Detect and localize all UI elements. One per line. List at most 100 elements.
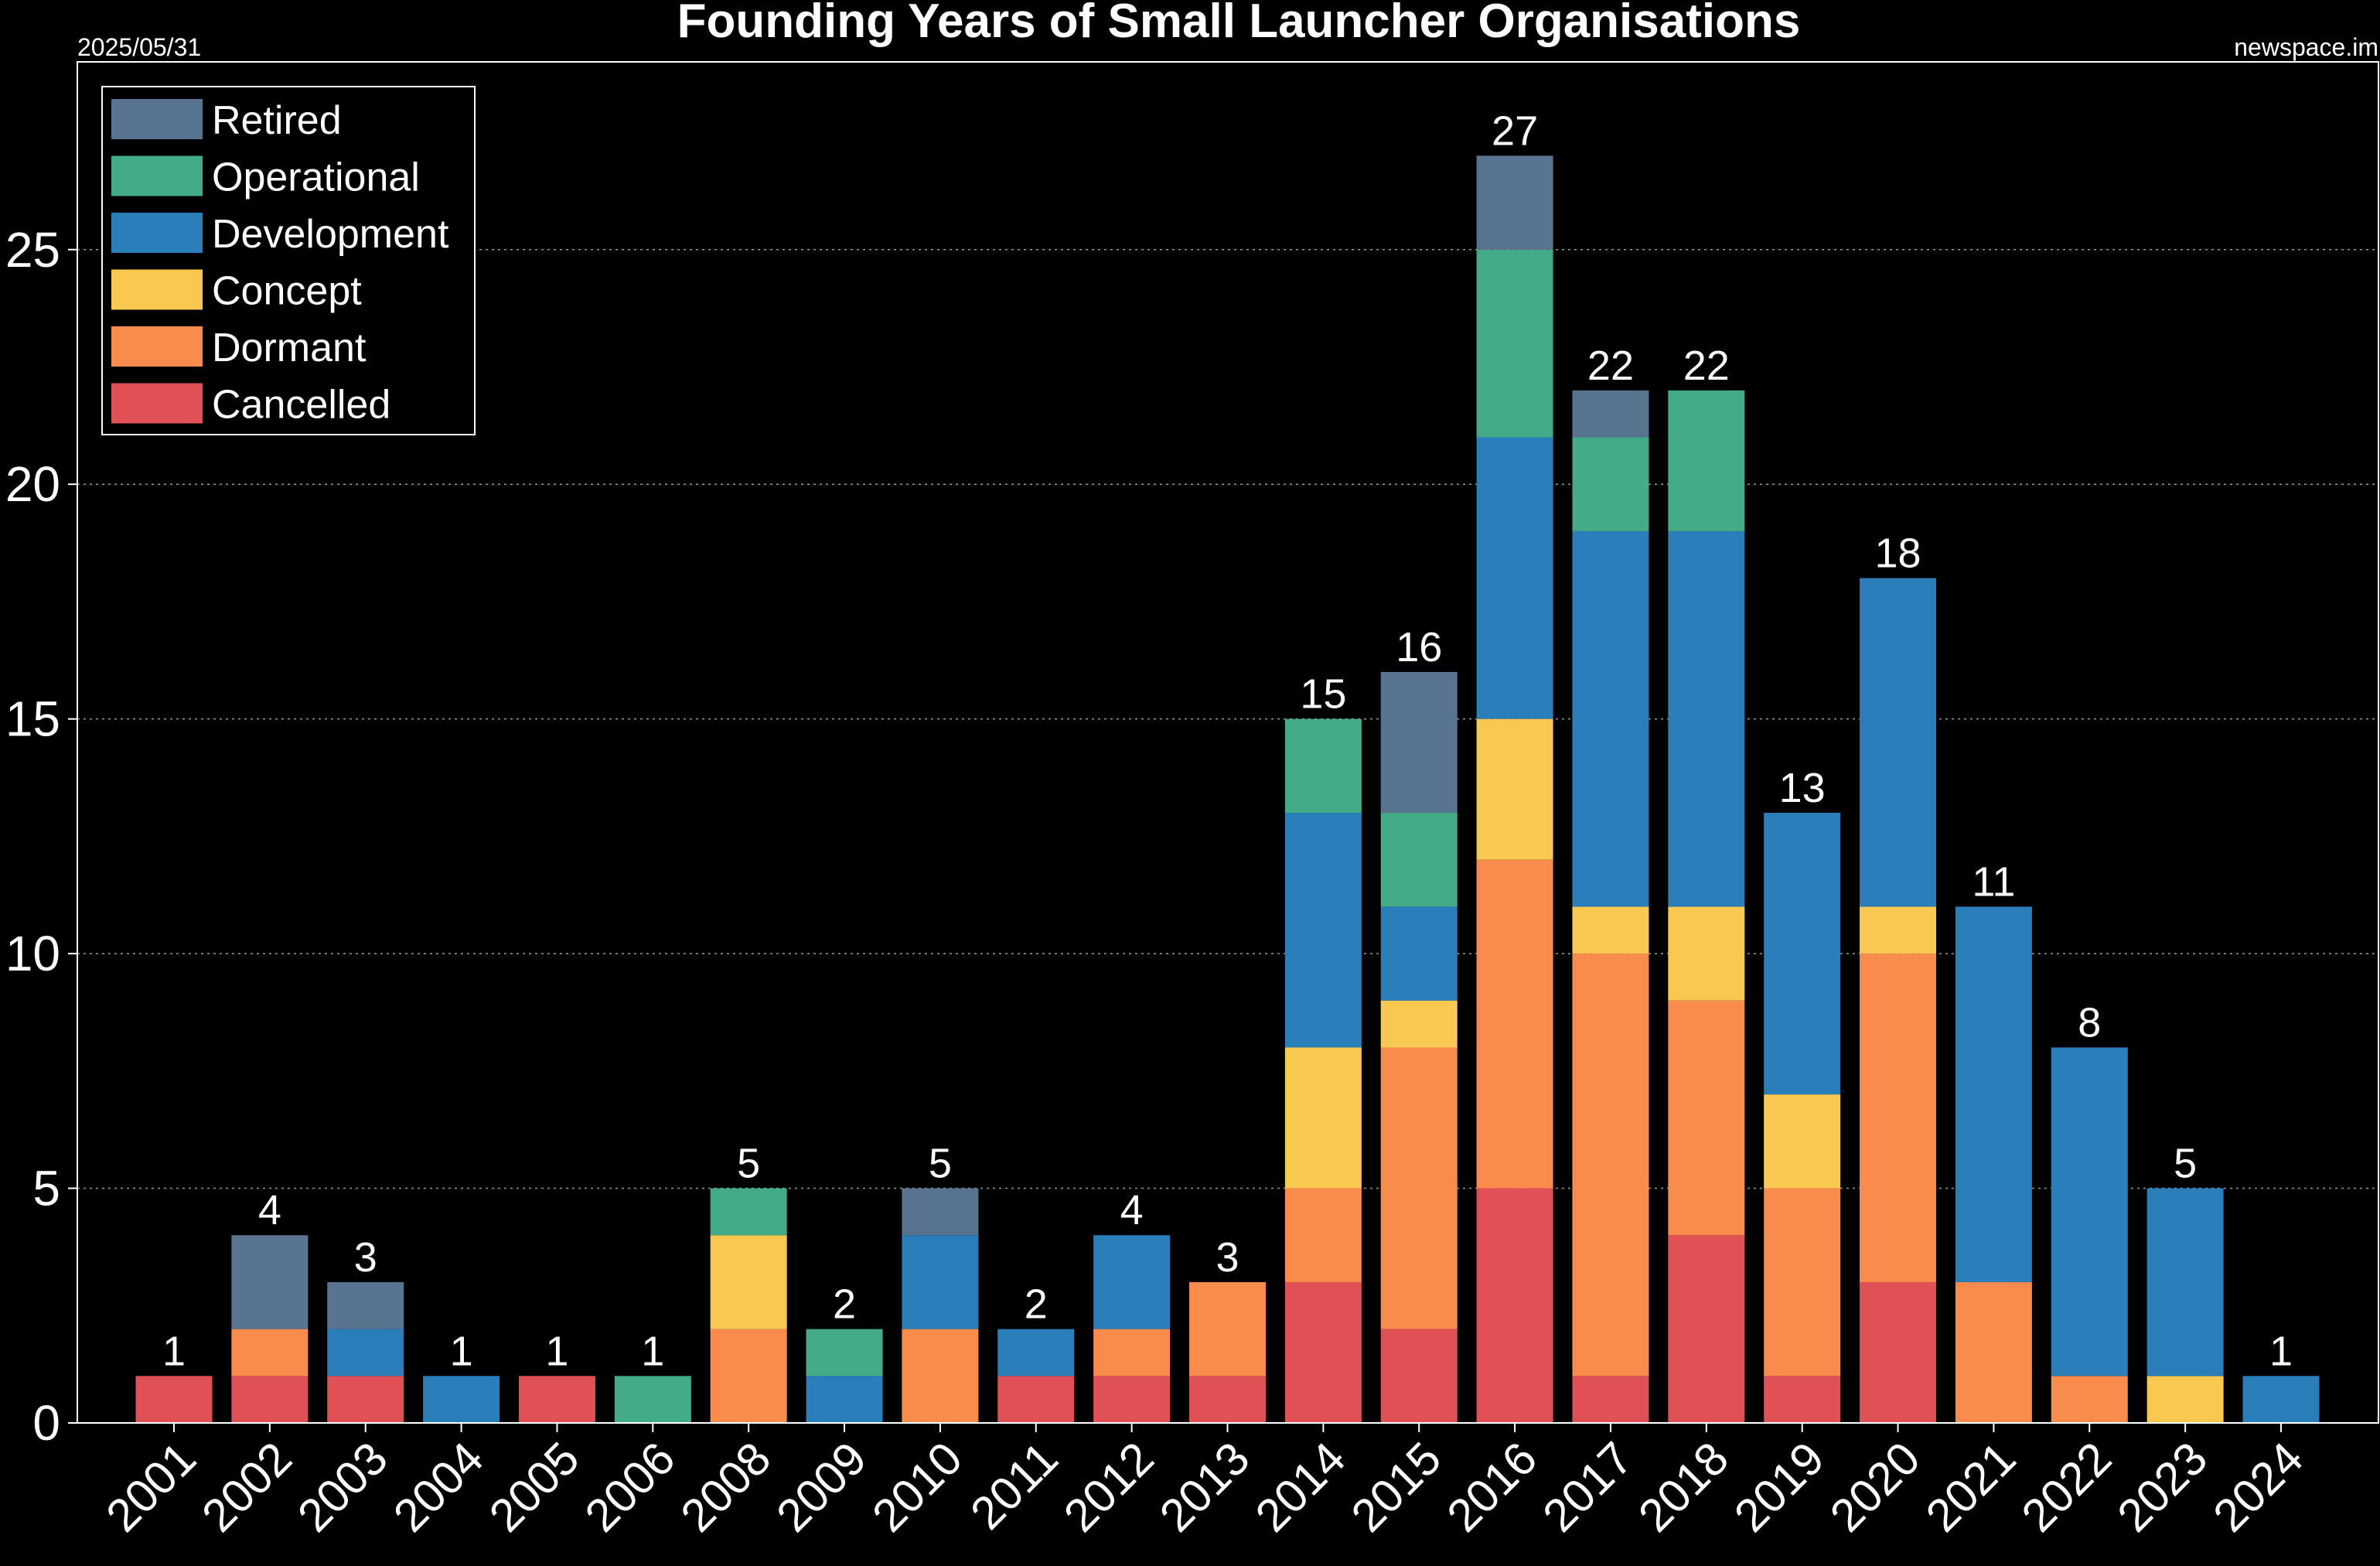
total-label-2024: 1 — [2269, 1328, 2293, 1374]
bar-2016-dormant — [1476, 859, 1553, 1189]
legend-label-dormant: Dormant — [212, 326, 367, 370]
bar-2017-retired — [1572, 390, 1649, 438]
bar-2014-cancelled — [1284, 1281, 1362, 1423]
bar-2010-dormant — [902, 1329, 979, 1423]
bar-2020-concept — [1860, 906, 1937, 954]
bar-2015-cancelled — [1380, 1329, 1458, 1423]
legend-label-cancelled: Cancelled — [212, 383, 390, 428]
bar-2012-dormant — [1093, 1329, 1171, 1377]
bar-2020-development — [1860, 578, 1937, 907]
bar-2017-concept — [1572, 906, 1649, 954]
legend-swatch-operational — [111, 155, 203, 196]
legend-label-operational: Operational — [212, 155, 420, 200]
date-label: 2025/05/31 — [77, 33, 201, 61]
bar-2016-concept — [1476, 718, 1553, 860]
bar-2018-cancelled — [1668, 1235, 1745, 1423]
bar-2011-development — [997, 1329, 1075, 1377]
bar-2002-dormant — [231, 1329, 309, 1377]
legend-swatch-cancelled — [111, 383, 203, 424]
bar-2016-operational — [1476, 249, 1553, 438]
bar-2005-cancelled — [518, 1376, 595, 1423]
bar-2003-development — [327, 1329, 404, 1377]
bar-2021-development — [1955, 906, 2032, 1282]
bar-2019-development — [1764, 813, 1841, 1095]
total-label-2019: 13 — [1779, 765, 1826, 811]
total-label-2008: 5 — [737, 1141, 760, 1187]
bar-2020-cancelled — [1860, 1281, 1937, 1423]
total-label-2018: 22 — [1683, 343, 1730, 389]
bar-2018-development — [1668, 531, 1745, 907]
bar-2014-concept — [1284, 1047, 1362, 1189]
legend-swatch-development — [111, 213, 203, 253]
bar-2016-cancelled — [1476, 1188, 1553, 1423]
ytick-label-0: 0 — [32, 1395, 60, 1451]
bar-2015-concept — [1380, 1000, 1458, 1048]
bar-2018-operational — [1668, 390, 1745, 531]
total-label-2009: 2 — [833, 1281, 856, 1328]
total-label-2003: 3 — [354, 1234, 377, 1281]
ytick-label-15: 15 — [5, 691, 60, 747]
bar-2023-concept — [2146, 1376, 2224, 1423]
total-label-2006: 1 — [641, 1328, 664, 1374]
total-label-2012: 4 — [1120, 1187, 1144, 1233]
bar-2017-dormant — [1572, 954, 1649, 1377]
bar-2010-retired — [902, 1188, 979, 1236]
chart-title: Founding Years of Small Launcher Organis… — [677, 0, 1801, 48]
legend-swatch-concept — [111, 269, 203, 310]
bars — [135, 155, 2320, 1423]
total-label-2015: 16 — [1396, 624, 1442, 670]
legend: Retired Operational Development Concept Dorm… — [101, 86, 476, 435]
bar-2008-dormant — [710, 1329, 787, 1423]
legend-label-retired: Retired — [212, 98, 342, 143]
bar-2011-cancelled — [997, 1376, 1075, 1423]
bar-2018-dormant — [1668, 1000, 1745, 1236]
ytick-label-25: 25 — [5, 222, 60, 278]
total-label-2010: 5 — [929, 1141, 952, 1187]
bar-2015-development — [1380, 906, 1458, 1001]
bar-2002-cancelled — [231, 1376, 309, 1423]
bar-2019-cancelled — [1764, 1376, 1841, 1423]
bar-2024-development — [2242, 1376, 2320, 1423]
bar-2016-retired — [1476, 155, 1553, 250]
bar-2019-concept — [1764, 1094, 1841, 1189]
legend-swatch-retired — [111, 99, 203, 139]
bar-2019-dormant — [1764, 1188, 1841, 1377]
bar-2010-development — [902, 1235, 979, 1329]
total-label-2005: 1 — [545, 1328, 568, 1374]
bar-2012-development — [1093, 1235, 1171, 1329]
bar-2013-dormant — [1189, 1281, 1266, 1377]
legend-label-concept: Concept — [212, 269, 362, 314]
bar-2014-development — [1284, 813, 1362, 1048]
bar-2013-cancelled — [1189, 1376, 1266, 1423]
legend-box — [101, 86, 476, 435]
bar-2003-cancelled — [327, 1376, 404, 1423]
bar-2023-development — [2146, 1188, 2224, 1377]
source-label: newspace.im — [2234, 33, 2378, 61]
total-label-2016: 27 — [1492, 107, 1538, 154]
total-label-2023: 5 — [2174, 1141, 2197, 1187]
bar-2022-development — [2051, 1047, 2128, 1377]
bar-2017-operational — [1572, 437, 1649, 531]
total-label-2017: 22 — [1587, 343, 1634, 389]
bar-2020-dormant — [1860, 954, 1937, 1282]
total-label-2004: 1 — [450, 1328, 473, 1374]
total-label-2001: 1 — [162, 1328, 186, 1374]
total-label-2002: 4 — [258, 1187, 281, 1233]
bar-2012-cancelled — [1093, 1376, 1171, 1423]
bar-2014-dormant — [1284, 1188, 1362, 1282]
bar-2018-concept — [1668, 906, 1745, 1001]
bar-2008-concept — [710, 1235, 787, 1329]
total-label-2022: 8 — [2078, 999, 2101, 1046]
total-label-2013: 3 — [1216, 1234, 1239, 1281]
bar-2016-development — [1476, 437, 1553, 719]
total-label-2014: 15 — [1300, 671, 1346, 718]
ytick-label-5: 5 — [32, 1161, 60, 1216]
ytick-label-20: 20 — [5, 456, 60, 512]
bar-2009-operational — [806, 1329, 883, 1377]
bar-2015-operational — [1380, 813, 1458, 907]
bar-2008-operational — [710, 1188, 787, 1236]
bar-2002-retired — [231, 1235, 309, 1329]
total-label-2011: 2 — [1025, 1281, 1048, 1328]
bar-2021-dormant — [1955, 1281, 2032, 1423]
